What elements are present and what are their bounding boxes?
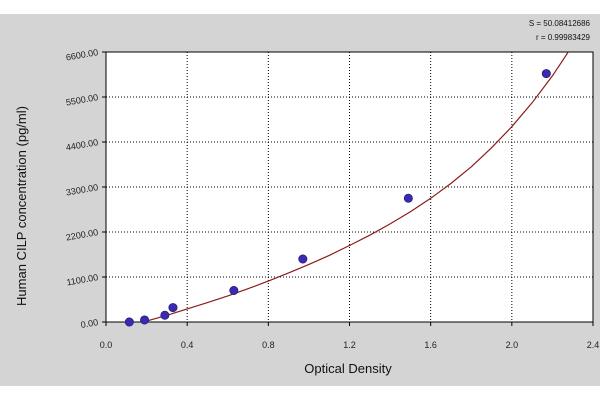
stat-s: S = 50.08412686 xyxy=(529,19,591,28)
y-tick-label-1: 1100.00 xyxy=(66,272,99,287)
data-point-0 xyxy=(124,317,134,327)
stat-r: r = 0.99983429 xyxy=(536,33,591,42)
y-tick-label-4: 4400.00 xyxy=(65,137,99,152)
x-tick-label-1: 0.4 xyxy=(181,340,194,350)
calibration-chart: 0.0 0.4 0.8 1.2 1.6 2.0 2.4 0.00 1100.00 2200.00 3… xyxy=(14,19,600,376)
x-tick-label-5: 2.0 xyxy=(506,340,519,350)
x-tick-label-0: 0.0 xyxy=(100,340,113,350)
x-tick-label-4: 1.6 xyxy=(424,340,437,350)
data-point-3 xyxy=(168,303,178,313)
data-point-2 xyxy=(160,310,170,320)
data-point-6 xyxy=(403,193,413,203)
data-point-5 xyxy=(298,254,308,264)
data-point-4 xyxy=(229,285,239,295)
x-tick-label-3: 1.2 xyxy=(343,340,356,350)
chart-frame: 0.0 0.4 0.8 1.2 1.6 2.0 2.4 0.00 1100.00 2200.00 3… xyxy=(0,14,600,386)
data-point-1 xyxy=(140,315,150,325)
fit-curve xyxy=(141,52,569,322)
x-tick-label-6: 2.4 xyxy=(587,340,600,350)
y-tick-label-3: 3300.00 xyxy=(65,182,99,197)
data-point-7 xyxy=(541,69,551,79)
y-tick-label-5: 5500.00 xyxy=(65,92,99,107)
y-tick-label-0: 0.00 xyxy=(80,317,99,330)
y-tick-label-6: 6600.00 xyxy=(65,47,99,62)
y-tick-label-2: 2200.00 xyxy=(65,227,99,242)
y-axis-label: Human CILP concentration (pg/ml) xyxy=(14,106,29,306)
x-axis-label: Optical Density xyxy=(304,361,392,376)
x-tick-label-2: 0.8 xyxy=(262,340,275,350)
